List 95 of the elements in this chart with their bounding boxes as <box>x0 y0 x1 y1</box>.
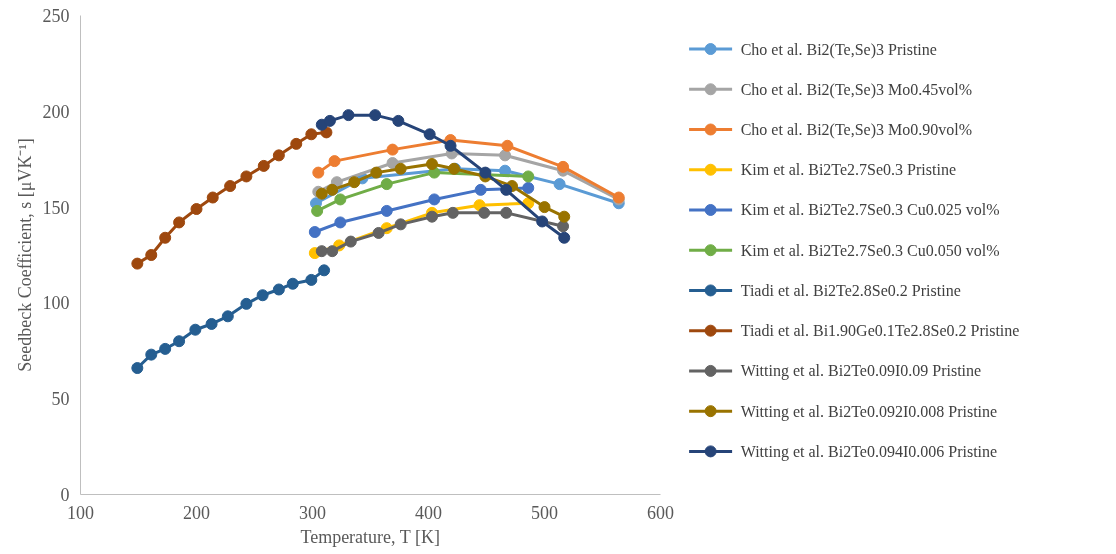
point <box>221 310 234 323</box>
point <box>522 170 535 183</box>
point <box>444 139 457 152</box>
point <box>159 231 172 244</box>
legend-label: Tiadi et al. Bi1.90Ge0.1Te2.8Se0.2 Pristine <box>740 322 1020 340</box>
point <box>428 193 441 206</box>
point <box>131 362 144 375</box>
point <box>145 348 158 361</box>
legend-label: Cho et al. Bi2(Te,Se)3 Pristine <box>740 40 937 59</box>
point <box>315 245 328 258</box>
point <box>173 335 186 348</box>
point <box>558 210 571 223</box>
point <box>145 249 158 261</box>
point <box>370 166 383 179</box>
point <box>240 297 253 310</box>
point <box>205 317 218 330</box>
point <box>557 220 570 233</box>
point <box>386 143 399 156</box>
point <box>500 183 513 196</box>
point <box>290 137 303 150</box>
point <box>159 342 172 355</box>
x-tick-label: 500 <box>531 502 558 523</box>
point <box>326 183 339 196</box>
x-tick-label: 200 <box>183 502 210 523</box>
point <box>272 149 285 162</box>
point <box>474 183 487 196</box>
x-tick-label: 600 <box>647 502 674 523</box>
point <box>386 157 399 170</box>
point <box>328 155 341 168</box>
point <box>348 176 361 189</box>
point <box>479 166 492 179</box>
point <box>334 216 347 229</box>
legend-label: Kim et al. Bi2Te2.7Se0.3 Pristine <box>740 161 957 179</box>
point <box>392 114 405 127</box>
legend-label: Cho et al. Bi2(Te,Se)3 Mo0.90vol% <box>740 121 972 139</box>
point <box>446 206 459 219</box>
point <box>342 109 355 122</box>
point <box>224 180 237 193</box>
point <box>501 139 514 152</box>
point <box>326 245 339 258</box>
legend-label: Kim et al. Bi2Te2.7Se0.3 Cu0.025 vol% <box>740 201 1000 219</box>
y-tick-label: 250 <box>42 6 70 26</box>
legend-label: Witting et al. Bi2Te0.094I0.006 Pristine <box>740 442 998 461</box>
point <box>372 226 385 239</box>
point <box>257 159 270 172</box>
point <box>323 114 336 127</box>
legend-label: Cho et al. Bi2(Te,Se)3 Mo0.45vol% <box>740 80 972 99</box>
point <box>423 128 436 141</box>
point <box>380 204 393 217</box>
y-axis-title: Seedbeck Coefficient, s [μVK⁻¹] <box>14 138 35 372</box>
point <box>499 149 512 162</box>
point <box>190 203 203 216</box>
point <box>173 216 186 229</box>
point <box>240 170 253 183</box>
y-tick-label: 50 <box>51 389 70 410</box>
point <box>522 181 535 194</box>
point <box>318 264 331 277</box>
legend-label: Tiadi et al. Bi2Te2.8Se0.2 Pristine <box>740 281 961 299</box>
legend-label: Witting et al. Bi2Te0.092I0.008 Pristine <box>740 402 998 421</box>
point <box>558 231 571 244</box>
point <box>425 210 438 223</box>
point <box>131 257 144 270</box>
point <box>394 162 407 175</box>
point <box>500 206 513 219</box>
point <box>478 206 491 219</box>
point <box>305 273 318 286</box>
y-tick-label: 150 <box>42 197 70 218</box>
legend-label: Witting et al. Bi2Te0.09I0.09 Pristine <box>740 362 982 381</box>
point <box>308 226 321 238</box>
y-tick-label: 0 <box>60 485 70 505</box>
point <box>206 191 219 204</box>
point <box>312 166 325 179</box>
point <box>538 201 551 214</box>
point <box>256 289 269 302</box>
y-tick-label: 200 <box>42 101 70 122</box>
point <box>557 160 570 173</box>
point <box>286 277 299 290</box>
x-tick-label: 300 <box>299 502 326 523</box>
point <box>311 204 324 217</box>
point <box>394 218 407 231</box>
legend-label: Kim et al. Bi2Te2.7Se0.3 Cu0.050 vol% <box>740 241 1000 259</box>
point <box>369 109 382 122</box>
point <box>272 283 285 296</box>
point <box>189 323 202 336</box>
y-tick-label: 100 <box>42 293 70 314</box>
x-tick-label: 400 <box>415 502 442 523</box>
point <box>553 178 566 191</box>
point <box>305 128 318 141</box>
point <box>344 235 357 248</box>
point <box>536 215 549 228</box>
point <box>425 158 438 170</box>
x-tick-label: 100 <box>67 502 94 523</box>
point <box>334 193 347 206</box>
x-axis-title: Temperature, T [K] <box>300 526 440 547</box>
point <box>380 178 393 191</box>
